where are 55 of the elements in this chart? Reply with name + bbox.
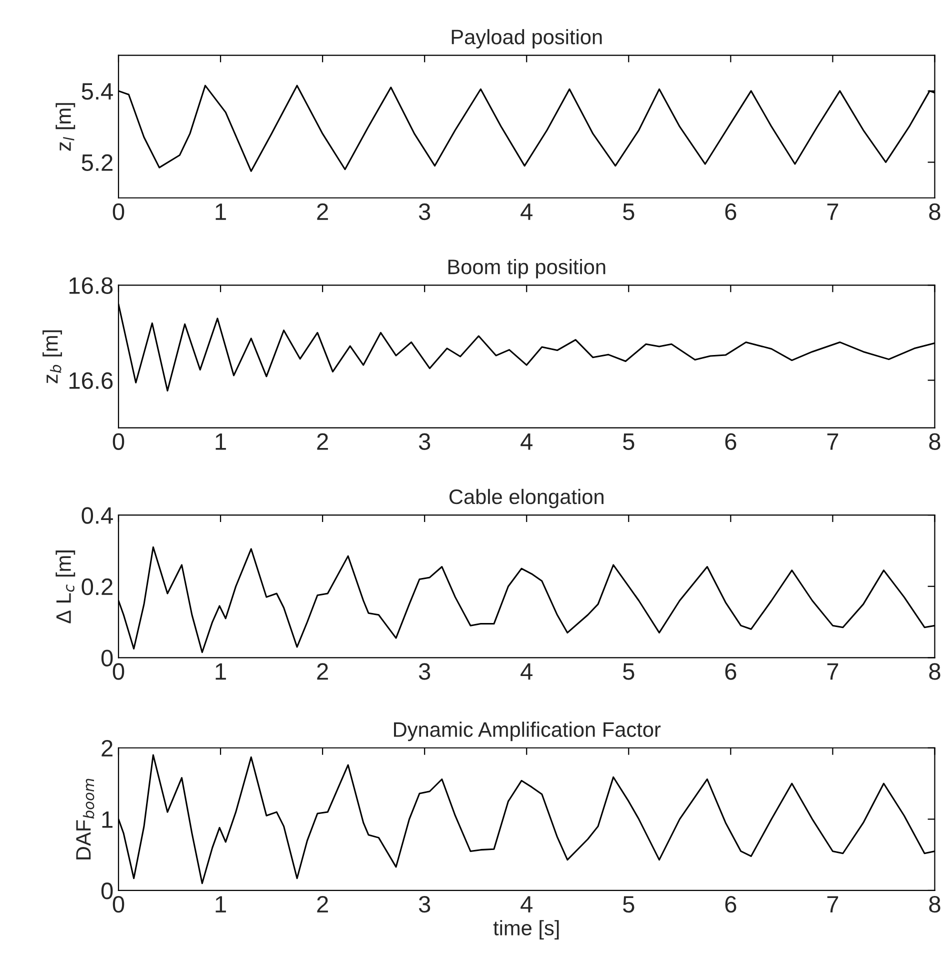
x-tick-label: 8	[929, 896, 940, 913]
x-tick-label: 6	[725, 433, 736, 450]
x-tick-label: 7	[827, 434, 838, 450]
y-tick-label: 16.6	[69, 372, 113, 390]
chart-title: Boom tip position	[448, 258, 606, 278]
x-tick-label: 0	[112, 433, 124, 450]
x-tick-label: 8	[929, 433, 940, 450]
y-tick-label: 0.2	[82, 578, 112, 596]
y-axis-title: z$_{l}$ [m]	[56, 103, 76, 151]
x-tick-label: 5	[623, 434, 634, 450]
x-tick-label: 4	[520, 434, 532, 450]
x-tick-label: 7	[827, 896, 838, 912]
y-tick-label: 0	[101, 650, 113, 666]
x-tick-label: 7	[827, 204, 838, 220]
x-tick-label: 8	[929, 663, 940, 680]
x-tick-label: 4	[520, 896, 532, 912]
chart-title: Cable elongation	[449, 488, 604, 508]
x-tick-label: 2	[317, 896, 328, 912]
y-axis-title: z$_{b}$ [m]	[42, 330, 62, 384]
x-tick-label: 0	[112, 203, 124, 220]
x-tick-label: 3	[418, 203, 430, 220]
x-tick-label: 2	[317, 203, 328, 220]
x-tick-label: 3	[418, 663, 430, 680]
x-tick-label: 1	[216, 663, 226, 680]
y-tick-label: 16.8	[69, 277, 113, 294]
x-tick-label: 0	[112, 896, 124, 913]
y-tick-label: 5.4	[82, 83, 113, 100]
x-tick-label: 3	[418, 433, 430, 450]
x-tick-label: 5	[623, 204, 634, 220]
x-tick-label: 0	[112, 663, 124, 680]
x-tick-label: 5	[623, 663, 634, 680]
x-tick-label: 1	[216, 434, 226, 450]
y-tick-label: 5.2	[82, 154, 112, 172]
x-tick-label: 2	[317, 663, 328, 680]
x-axis-title: time [s]	[493, 920, 559, 940]
y-axis-title: DAF$_{boom}$	[76, 778, 94, 860]
x-tick-label: 5	[623, 896, 634, 913]
x-tick-label: 1	[216, 896, 226, 912]
y-tick-label: 2	[102, 740, 112, 756]
x-tick-label: 7	[827, 663, 838, 680]
x-tick-label: 8	[929, 203, 940, 220]
x-tick-label: 2	[317, 433, 328, 450]
x-tick-label: 3	[418, 896, 430, 913]
x-tick-label: 6	[725, 663, 736, 680]
chart-title: Dynamic Amplification Factor	[394, 722, 661, 742]
x-tick-label: 1	[216, 204, 226, 220]
x-tick-label: 6	[725, 896, 736, 913]
y-tick-label: 1	[102, 811, 112, 828]
x-tick-label: 6	[725, 203, 736, 220]
y-axis-title: Δ L$_{c}$ [m]	[56, 550, 76, 624]
chart-title: Payload position	[452, 29, 602, 48]
x-tick-label: 4	[520, 204, 532, 220]
y-tick-label: 0	[101, 882, 113, 900]
y-tick-label: 0.4	[82, 507, 113, 524]
x-tick-label: 4	[520, 663, 532, 680]
